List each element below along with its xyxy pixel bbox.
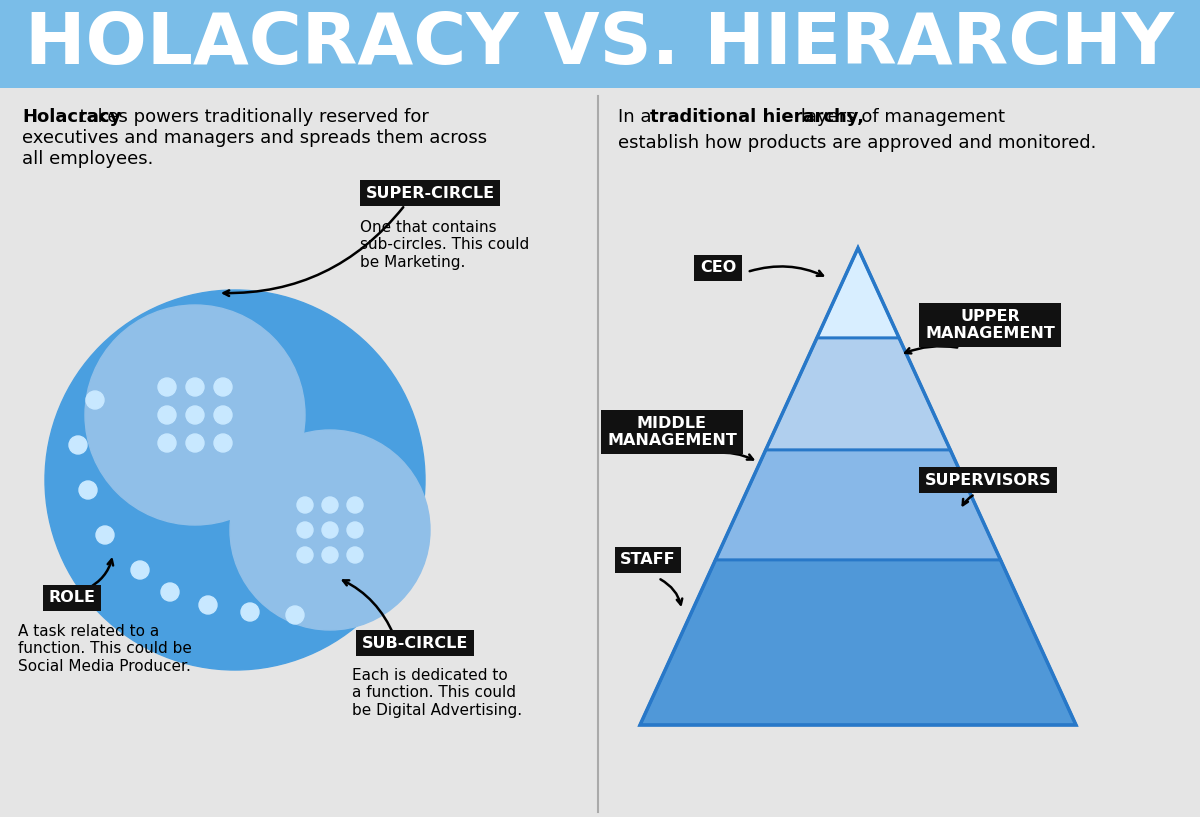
Polygon shape	[766, 338, 950, 450]
Circle shape	[186, 406, 204, 424]
Text: SUB-CIRCLE: SUB-CIRCLE	[362, 636, 468, 650]
Circle shape	[86, 391, 104, 409]
Circle shape	[79, 481, 97, 499]
Circle shape	[96, 526, 114, 544]
Text: One that contains
sub-circles. This could
be Marketing.: One that contains sub-circles. This coul…	[360, 220, 529, 270]
Text: Holacracy: Holacracy	[22, 108, 121, 126]
Circle shape	[347, 522, 364, 538]
Polygon shape	[715, 450, 1001, 560]
Circle shape	[230, 430, 430, 630]
Text: Each is dedicated to
a function. This could
be Digital Advertising.: Each is dedicated to a function. This co…	[352, 668, 522, 718]
Circle shape	[70, 436, 88, 454]
Circle shape	[298, 497, 313, 513]
Circle shape	[158, 434, 176, 452]
Circle shape	[241, 603, 259, 621]
Circle shape	[214, 434, 232, 452]
Circle shape	[46, 290, 425, 670]
Circle shape	[298, 522, 313, 538]
Polygon shape	[640, 560, 1076, 725]
Text: HOLACRACY VS. HIERARCHY: HOLACRACY VS. HIERARCHY	[25, 10, 1175, 78]
Circle shape	[322, 547, 338, 563]
Circle shape	[199, 596, 217, 614]
Circle shape	[186, 434, 204, 452]
Circle shape	[298, 547, 313, 563]
Circle shape	[85, 305, 305, 525]
Text: SUPER-CIRCLE: SUPER-CIRCLE	[366, 185, 494, 200]
Text: A task related to a
function. This could be
Social Media Producer.: A task related to a function. This could…	[18, 624, 192, 674]
Text: layers of management: layers of management	[796, 108, 1006, 126]
Circle shape	[214, 406, 232, 424]
Text: STAFF: STAFF	[620, 552, 676, 568]
Circle shape	[347, 497, 364, 513]
Text: takes powers traditionally reserved for
executives and managers and spreads them: takes powers traditionally reserved for …	[22, 108, 487, 167]
Text: traditional hierarchy,: traditional hierarchy,	[650, 108, 864, 126]
Text: UPPER
MANAGEMENT: UPPER MANAGEMENT	[925, 309, 1055, 342]
Polygon shape	[817, 248, 899, 338]
Circle shape	[214, 378, 232, 396]
Text: ROLE: ROLE	[48, 591, 96, 605]
Circle shape	[158, 406, 176, 424]
Text: establish how products are approved and monitored.: establish how products are approved and …	[618, 134, 1097, 152]
Text: CEO: CEO	[700, 261, 736, 275]
Circle shape	[161, 583, 179, 601]
Circle shape	[322, 497, 338, 513]
Text: In a: In a	[618, 108, 658, 126]
Circle shape	[131, 561, 149, 579]
Text: MIDDLE
MANAGEMENT: MIDDLE MANAGEMENT	[607, 416, 737, 449]
Circle shape	[322, 522, 338, 538]
Circle shape	[286, 606, 304, 624]
Circle shape	[347, 547, 364, 563]
Bar	[0, 0, 1200, 88]
Text: SUPERVISORS: SUPERVISORS	[925, 472, 1051, 488]
Circle shape	[186, 378, 204, 396]
Circle shape	[158, 378, 176, 396]
